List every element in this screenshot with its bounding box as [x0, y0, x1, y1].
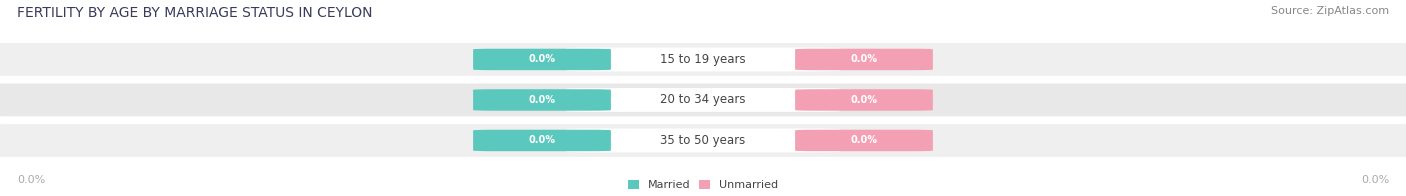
FancyBboxPatch shape [472, 130, 612, 151]
Text: 0.0%: 0.0% [17, 175, 45, 185]
FancyBboxPatch shape [472, 49, 612, 70]
FancyBboxPatch shape [472, 89, 612, 111]
Text: FERTILITY BY AGE BY MARRIAGE STATUS IN CEYLON: FERTILITY BY AGE BY MARRIAGE STATUS IN C… [17, 6, 373, 20]
Text: 0.0%: 0.0% [851, 95, 877, 105]
FancyBboxPatch shape [796, 89, 934, 111]
Text: 15 to 19 years: 15 to 19 years [661, 53, 745, 66]
Text: 0.0%: 0.0% [529, 135, 555, 145]
Text: 0.0%: 0.0% [529, 95, 555, 105]
Text: 20 to 34 years: 20 to 34 years [661, 93, 745, 106]
Text: 0.0%: 0.0% [851, 54, 877, 64]
Text: Source: ZipAtlas.com: Source: ZipAtlas.com [1271, 6, 1389, 16]
Text: 0.0%: 0.0% [1361, 175, 1389, 185]
FancyBboxPatch shape [565, 129, 839, 152]
Legend: Married, Unmarried: Married, Unmarried [627, 180, 779, 191]
FancyBboxPatch shape [565, 47, 839, 71]
FancyBboxPatch shape [796, 130, 934, 151]
FancyBboxPatch shape [0, 124, 1406, 157]
FancyBboxPatch shape [0, 43, 1406, 76]
FancyBboxPatch shape [565, 88, 839, 112]
Text: 35 to 50 years: 35 to 50 years [661, 134, 745, 147]
Text: 0.0%: 0.0% [851, 135, 877, 145]
FancyBboxPatch shape [0, 83, 1406, 116]
Text: 0.0%: 0.0% [529, 54, 555, 64]
FancyBboxPatch shape [796, 49, 934, 70]
